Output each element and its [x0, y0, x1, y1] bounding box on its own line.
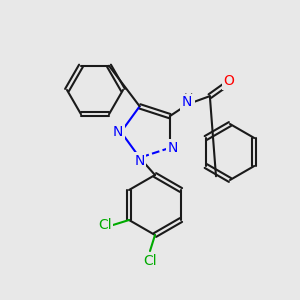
Text: H: H [184, 92, 194, 105]
Text: N: N [168, 141, 178, 155]
Text: O: O [224, 74, 234, 88]
Text: N: N [113, 125, 123, 139]
Text: N: N [182, 95, 192, 109]
Text: N: N [134, 154, 145, 168]
Text: Cl: Cl [143, 254, 157, 268]
Text: Cl: Cl [98, 218, 112, 232]
